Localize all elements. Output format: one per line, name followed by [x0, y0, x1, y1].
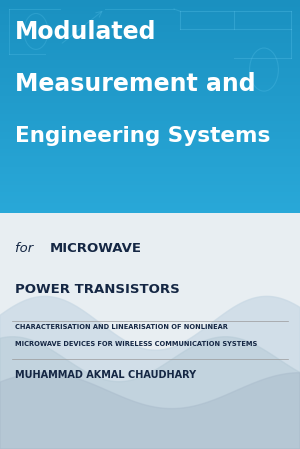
Bar: [0, 173, 300, 178]
Bar: [0, 134, 300, 139]
Text: Engineering Systems: Engineering Systems: [15, 126, 270, 146]
Bar: [0, 38, 300, 43]
Text: MICROWAVE: MICROWAVE: [50, 242, 142, 255]
Bar: [0, 59, 300, 64]
Bar: [0, 80, 300, 85]
Bar: [0, 162, 300, 167]
Bar: [0, 31, 300, 35]
Bar: [0, 52, 300, 57]
Bar: [0, 208, 300, 213]
Bar: [0, 48, 300, 53]
Bar: [0, 77, 300, 82]
Bar: [0, 151, 300, 156]
Bar: [0, 56, 300, 61]
Bar: [0, 63, 300, 67]
Bar: [0, 130, 300, 135]
Bar: [0, 155, 300, 160]
Bar: [0, 13, 300, 18]
Bar: [0, 17, 300, 21]
Bar: [0, 180, 300, 185]
Text: MICROWAVE DEVICES FOR WIRELESS COMMUNICATION SYSTEMS: MICROWAVE DEVICES FOR WIRELESS COMMUNICA…: [15, 341, 257, 347]
Bar: [0, 109, 300, 114]
Text: POWER TRANSISTORS: POWER TRANSISTORS: [15, 283, 180, 296]
Bar: [0, 198, 300, 202]
Bar: [0, 187, 300, 192]
Text: CHARACTERISATION AND LINEARISATION OF NONLINEAR: CHARACTERISATION AND LINEARISATION OF NO…: [15, 324, 228, 330]
Bar: [0, 98, 300, 103]
Bar: [0, 205, 300, 210]
Bar: [0, 2, 300, 7]
Bar: [0, 158, 300, 163]
Bar: [0, 45, 300, 50]
Bar: [0, 20, 300, 25]
Bar: [0, 119, 300, 124]
Bar: [0, 116, 300, 121]
Bar: [0, 127, 300, 132]
Bar: [0, 137, 300, 142]
Bar: [0, 106, 300, 110]
Bar: [0, 88, 300, 92]
Bar: [0, 95, 300, 100]
Bar: [0, 91, 300, 96]
Bar: [0, 66, 300, 71]
Bar: [0, 176, 300, 181]
Bar: [0, 9, 300, 14]
Bar: [0, 145, 300, 149]
Text: MUHAMMAD AKMAL CHAUDHARY: MUHAMMAD AKMAL CHAUDHARY: [15, 370, 196, 380]
Text: for: for: [15, 242, 38, 255]
Bar: [0, 169, 300, 174]
Bar: [0, 123, 300, 128]
Text: Measurement and: Measurement and: [15, 72, 256, 96]
Bar: [0, 34, 300, 39]
Bar: [0, 112, 300, 117]
Bar: [0, 27, 300, 32]
Bar: [0, 213, 300, 449]
Bar: [0, 191, 300, 195]
Text: Modulated: Modulated: [15, 20, 157, 44]
Bar: [0, 41, 300, 46]
Bar: [0, 102, 300, 107]
Bar: [0, 84, 300, 89]
Bar: [0, 201, 300, 206]
Bar: [0, 23, 300, 28]
Bar: [0, 0, 300, 4]
Bar: [0, 141, 300, 146]
Bar: [0, 73, 300, 78]
Bar: [0, 194, 300, 199]
Bar: [0, 166, 300, 171]
Bar: [0, 70, 300, 75]
Bar: [0, 148, 300, 153]
Bar: [0, 184, 300, 189]
Bar: [0, 6, 300, 11]
